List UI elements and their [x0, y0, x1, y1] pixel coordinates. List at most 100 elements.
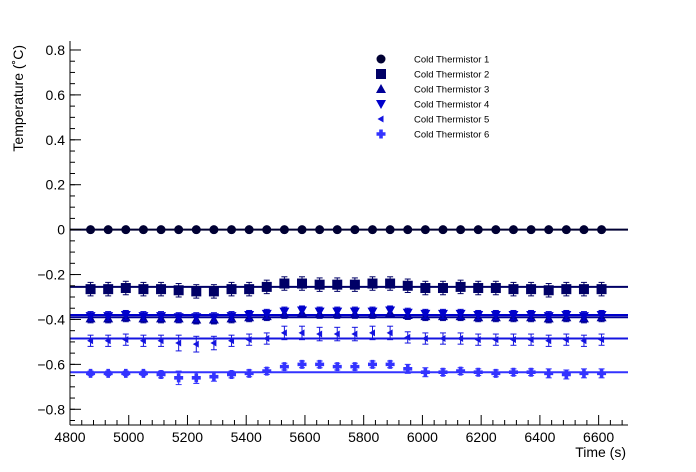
- data-point: [578, 284, 589, 295]
- data-point: [333, 330, 340, 338]
- data-point: [297, 278, 308, 289]
- data-point: [120, 283, 131, 294]
- data-point: [261, 281, 272, 292]
- data-point: [262, 225, 272, 235]
- legend-label-1: Cold Thermistor 1: [414, 55, 489, 66]
- data-point: [491, 225, 501, 235]
- data-point: [596, 284, 607, 295]
- data-point: [138, 225, 148, 235]
- data-point: [402, 308, 413, 318]
- legend-label-2: Cold Thermistor 2: [414, 70, 489, 81]
- data-point: [104, 337, 111, 345]
- data-point: [314, 279, 325, 290]
- y-tick-label: −0.8: [37, 401, 65, 417]
- data-point: [174, 225, 184, 235]
- data-point: [368, 329, 375, 337]
- data-point: [244, 368, 254, 378]
- x-tick-label: 6400: [524, 429, 555, 445]
- data-point: [227, 369, 237, 379]
- data-point: [120, 310, 131, 320]
- x-tick-label: 5000: [113, 429, 144, 445]
- data-point: [579, 368, 589, 378]
- data-point: [315, 225, 325, 235]
- data-point: [420, 367, 430, 377]
- legend: Cold Thermistor 1 Cold Thermistor 2 Cold T…: [376, 54, 489, 141]
- data-point: [173, 285, 184, 296]
- data-point: [297, 225, 307, 235]
- data-point: [279, 362, 289, 372]
- data-point: [121, 225, 131, 235]
- data-point: [473, 367, 483, 377]
- data-point: [457, 335, 464, 343]
- y-tick-label: 0.2: [46, 177, 66, 193]
- data-point: [526, 310, 537, 320]
- data-point: [138, 284, 149, 295]
- data-point: [598, 336, 605, 344]
- data-point: [456, 225, 466, 235]
- series-6: [86, 359, 607, 386]
- data-point: [297, 359, 307, 369]
- data-point: [455, 281, 466, 292]
- y-tick-label: −0.4: [37, 311, 65, 327]
- data-point: [332, 362, 342, 372]
- x-tick-label: 5800: [348, 429, 379, 445]
- data-point: [263, 335, 270, 343]
- data-point: [245, 336, 252, 344]
- data-point: [526, 284, 537, 295]
- data-point: [545, 337, 552, 345]
- data-point: [492, 336, 499, 344]
- data-point: [351, 330, 358, 338]
- data-point: [210, 339, 217, 347]
- data-point: [297, 306, 308, 316]
- data-point: [173, 313, 184, 323]
- data-point: [349, 307, 360, 317]
- data-point: [156, 225, 166, 235]
- data-point: [332, 225, 342, 235]
- data-point: [262, 366, 272, 376]
- data-point: [508, 367, 518, 377]
- data-point: [226, 284, 237, 295]
- data-point: [279, 225, 289, 235]
- data-point: [174, 373, 184, 383]
- data-point: [191, 286, 202, 297]
- data-point: [138, 368, 148, 378]
- y-tick-label: 0: [57, 222, 65, 238]
- data-point: [579, 225, 589, 235]
- y-tick-label: 0.8: [46, 42, 66, 58]
- data-point: [85, 284, 96, 295]
- data-point: [156, 284, 167, 295]
- legend-label-3: Cold Thermistor 3: [414, 85, 489, 96]
- data-point: [367, 278, 378, 289]
- series-4: [85, 305, 607, 323]
- data-point: [385, 359, 395, 369]
- data-point: [474, 336, 481, 344]
- data-point: [596, 310, 607, 320]
- axes: 4800 5000 5200 5400 5600 5800 6000 6200 6400 6600…: [37, 41, 628, 445]
- series-2: [85, 276, 607, 299]
- y-tick-label: 0.4: [46, 132, 66, 148]
- series-1: [86, 225, 607, 235]
- data-point: [367, 359, 377, 369]
- data-point: [509, 336, 516, 344]
- data-point: [404, 333, 411, 341]
- data-point: [103, 368, 113, 378]
- y-tick-label: −0.2: [37, 267, 65, 283]
- data-point: [580, 337, 587, 345]
- x-tick-label: 6000: [407, 429, 438, 445]
- data-point: [490, 283, 501, 294]
- x-tick-label: 5400: [231, 429, 262, 445]
- data-point: [526, 225, 536, 235]
- data-point: [473, 225, 483, 235]
- data-point: [226, 312, 237, 322]
- data-point: [86, 225, 96, 235]
- x-tick-label: 6200: [466, 429, 497, 445]
- data-point: [437, 309, 448, 319]
- data-point: [561, 369, 571, 379]
- data-point: [157, 337, 164, 345]
- data-point: [403, 225, 413, 235]
- x-tick-label: 5600: [289, 429, 320, 445]
- data-point: [191, 225, 201, 235]
- data-point: [544, 225, 554, 235]
